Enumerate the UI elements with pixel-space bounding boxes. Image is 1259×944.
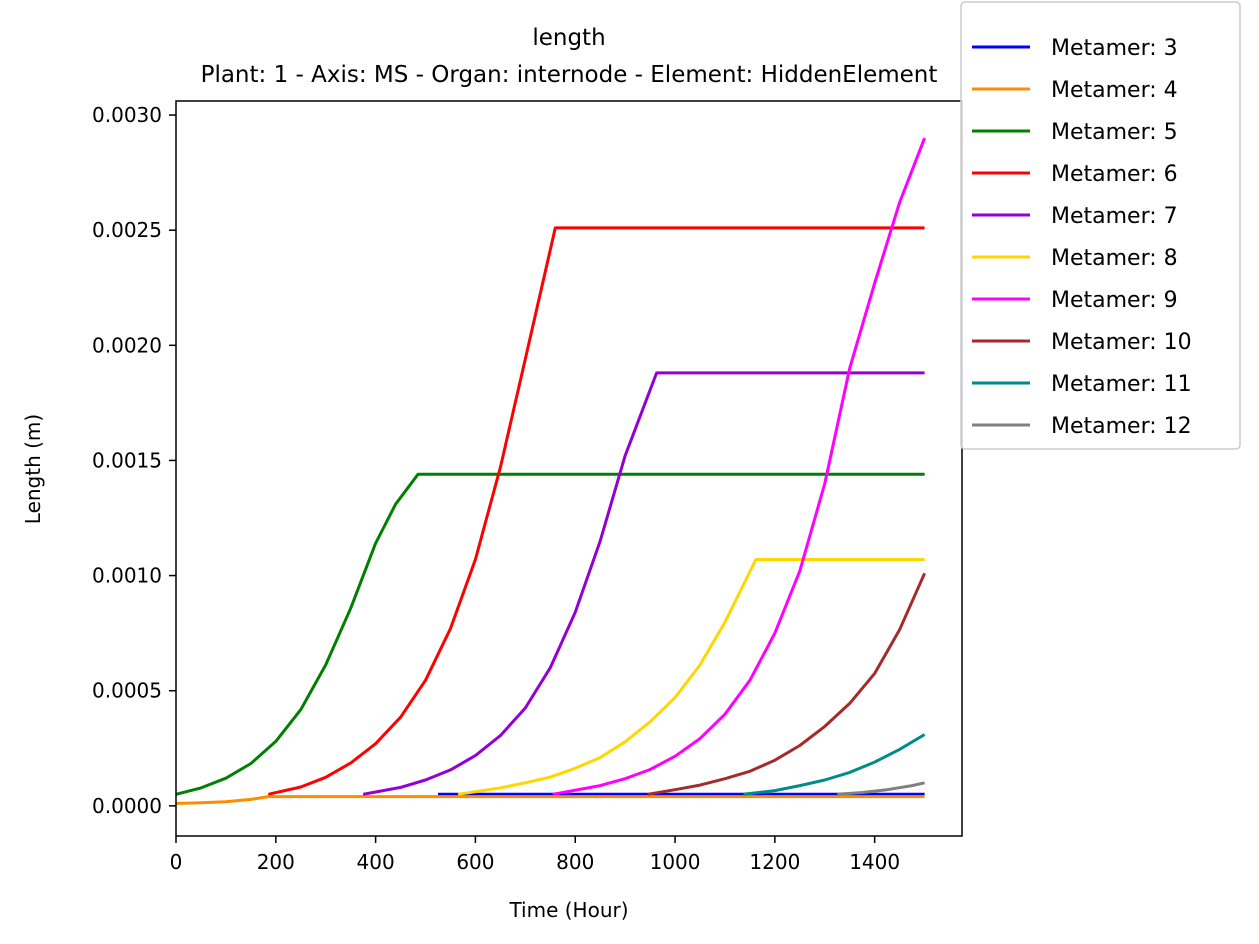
x-axis-ticks: 0 200 400 600 800 1000 1200 1400 [170,836,900,874]
legend-label: Metamer: 3 [1051,36,1178,61]
series-line-metamer-10 [647,572,926,796]
legend-label: Metamer: 10 [1051,330,1192,355]
y-axis-ticks: 0.0000 0.0005 0.0010 0.0015 0.0020 0.0025 0.00… [92,103,176,818]
series-line-metamer-4 [175,795,925,805]
x-tick-label: 600 [456,850,494,874]
x-tick-label: 1200 [749,850,800,874]
y-tick-label: 0.0005 [92,679,162,703]
chart-subtitle: Plant: 1 - Axis: MS - Organ: internode -… [201,62,938,88]
x-tick-label: 0 [170,850,183,874]
y-tick-label: 0.0015 [92,448,162,472]
legend-label: Metamer: 5 [1051,120,1178,145]
y-tick-label: 0.0020 [92,333,162,357]
series-line-metamer-7 [362,371,925,796]
series-line-metamer-9 [552,137,926,796]
chart-title: length [532,25,605,51]
y-tick-label: 0.0000 [92,794,162,818]
x-tick-label: 1400 [849,850,900,874]
y-tick-label: 0.0030 [92,103,162,127]
series-line-metamer-6 [267,226,925,796]
series-line-metamer-8 [457,558,925,796]
legend-label: Metamer: 12 [1051,414,1192,439]
x-axis-label: Time (Hour) [508,898,628,922]
legend-label: Metamer: 8 [1051,246,1178,271]
legend: Metamer: 3 Metamer: 4 Metamer: 5 Metamer: 6… [960,1,1241,450]
legend-label: Metamer: 9 [1051,288,1178,313]
legend-label: Metamer: 6 [1051,162,1178,187]
x-tick-label: 400 [357,850,395,874]
x-tick-label: 800 [556,850,594,874]
series-line-metamer-5 [175,472,925,796]
legend-box [960,1,1241,450]
legend-label: Metamer: 4 [1051,78,1178,103]
x-tick-label: 1000 [650,850,701,874]
series-line-metamer-12 [837,781,925,796]
plot-frame [175,100,963,837]
legend-label: Metamer: 11 [1051,372,1192,397]
y-tick-label: 0.0025 [92,218,162,242]
x-tick-label: 200 [257,850,295,874]
y-axis-label: Length (m) [21,414,45,524]
plot-lines [175,137,926,805]
series-line-metamer-11 [743,733,926,796]
y-tick-label: 0.0010 [92,564,162,588]
legend-label: Metamer: 7 [1051,204,1178,229]
